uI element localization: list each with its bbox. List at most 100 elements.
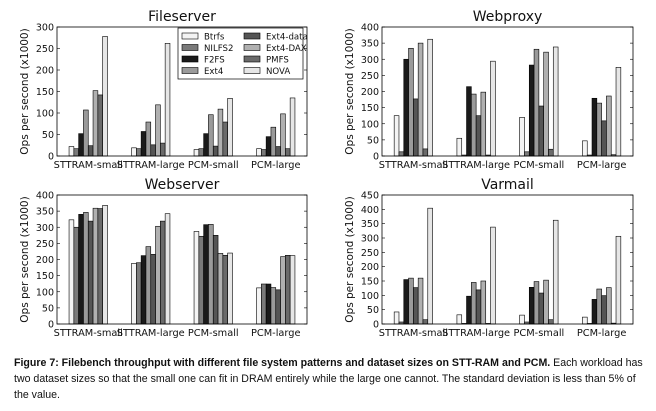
bar-nova — [164, 213, 171, 325]
chart-varmail: Varmail Ops per second (x1000) 0 50 100 150 20… — [344, 177, 634, 339]
chart-title: Webserver — [145, 177, 220, 193]
y-tick-label: 0 — [48, 320, 54, 331]
bar-nova — [427, 38, 433, 157]
y-tick-label: 50 — [42, 303, 54, 314]
bar-nilfs2 — [73, 148, 79, 157]
bar-f2fs — [265, 283, 272, 325]
y-tick-label: 250 — [36, 44, 54, 55]
bar-btrfs — [393, 115, 400, 157]
bar-btrfs — [193, 149, 200, 157]
y-tick-label: 350 — [361, 219, 379, 230]
y-tick-label: 200 — [36, 255, 54, 266]
bar-ext4 — [596, 288, 602, 325]
legend-label: Btrfs — [204, 33, 225, 43]
legend-swatch — [181, 55, 199, 63]
bar-f2fs — [265, 136, 272, 157]
chart-webserver: Webserver Ops per second (x1000) 0 50 100 150… — [19, 177, 308, 339]
y-tick-label: 100 — [36, 109, 54, 120]
bar-f2fs — [403, 279, 409, 325]
plot-frame — [381, 194, 634, 325]
bar-nilfs2 — [136, 262, 142, 325]
bar-ext4-data — [275, 146, 281, 157]
y-tick-label: 150 — [361, 277, 379, 288]
bar-ext4-data — [212, 235, 219, 325]
x-tick-label: PCM-small — [188, 160, 239, 171]
bar-pmfs — [97, 94, 103, 157]
bar-ext4 — [83, 109, 89, 157]
legend-swatch — [181, 67, 199, 74]
bar-pmfs — [222, 255, 228, 325]
legend-label: F2FS — [204, 56, 225, 66]
y-axis-label: Ops per second (x1000) — [344, 28, 356, 154]
bar-ext4-data — [212, 145, 219, 157]
bar-nilfs2 — [73, 226, 79, 325]
bar-nova — [102, 36, 108, 157]
bar-nilfs2 — [136, 148, 142, 157]
bar-pmfs — [548, 148, 554, 157]
bar-nova — [289, 255, 296, 325]
y-tick-label: 400 — [361, 205, 379, 216]
bar-nova — [289, 97, 296, 157]
y-tick-label: 300 — [361, 55, 379, 66]
x-tick-label: PCM-large — [577, 160, 627, 171]
bar-ext4 — [270, 126, 277, 157]
x-tick-label: STTRAM-large — [117, 328, 185, 339]
bar-pmfs — [160, 142, 166, 157]
bar-nova — [490, 60, 496, 157]
bar-f2fs — [78, 214, 84, 325]
bar-ext4-dax — [280, 256, 286, 325]
bar-btrfs — [193, 231, 200, 325]
bar-nova — [164, 43, 171, 157]
legend-swatch — [181, 44, 199, 51]
plot-frame — [56, 26, 308, 157]
bar-f2fs — [466, 295, 472, 325]
bar-f2fs — [528, 287, 535, 325]
bar-ext4 — [471, 282, 477, 325]
y-tick-label: 100 — [361, 291, 379, 302]
bar-ext4-dax — [543, 279, 549, 325]
legend-swatch — [243, 55, 261, 63]
bar-nova — [552, 46, 559, 157]
bar-ext4-dax — [606, 287, 612, 325]
legend-label: NOVA — [266, 67, 290, 77]
y-tick-label: 250 — [361, 71, 379, 82]
y-tick-label: 300 — [361, 234, 379, 245]
bar-nova — [102, 205, 108, 325]
x-tick-label: PCM-large — [577, 328, 627, 339]
bar-ext4-data — [601, 120, 607, 157]
bar-btrfs — [582, 316, 588, 325]
bar-ext4-dax — [155, 104, 161, 157]
y-tick-label: 150 — [36, 87, 54, 98]
bar-nilfs2 — [261, 283, 267, 325]
bar-ext4-data — [150, 254, 156, 325]
bar-nilfs2 — [198, 235, 204, 325]
legend-label: Ext4-data — [266, 33, 308, 43]
bar-ext4 — [83, 212, 89, 325]
bar-pmfs — [160, 220, 166, 325]
bar-f2fs — [591, 97, 598, 157]
bar-f2fs — [203, 224, 209, 325]
y-tick-label: 400 — [36, 191, 54, 202]
chart-fileserver: Fileserver Ops per second (x1000) 0 50 100 15… — [19, 9, 308, 171]
y-tick-label: 300 — [36, 223, 54, 234]
x-tick-label: STTRAM-large — [442, 160, 510, 171]
chart-webproxy: Webproxy Ops per second (x1000) 0 50 100 150 2… — [344, 9, 634, 171]
plot-frame — [56, 194, 308, 325]
bar-f2fs — [528, 64, 535, 157]
legend-swatch — [243, 32, 261, 40]
bar-btrfs — [582, 140, 588, 157]
x-tick-label: PCM-small — [513, 328, 564, 339]
bar-ext4-dax — [155, 225, 161, 325]
bar-ext4-data — [413, 98, 419, 157]
legend-swatch — [243, 67, 261, 74]
bar-ext4 — [145, 246, 152, 325]
y-axis-label: Ops per second (x1000) — [19, 28, 31, 154]
bar-ext4-data — [150, 144, 156, 157]
figure-charts: Fileserver Ops per second (x1000) 0 50 100 15… — [19, 9, 634, 339]
bar-ext4 — [408, 47, 414, 157]
bar-nova — [552, 219, 559, 325]
bar-ext4 — [208, 114, 214, 157]
figure-caption: Figure 7: Filebench throughput with diff… — [14, 355, 646, 403]
chart-title: Fileserver — [148, 9, 216, 25]
